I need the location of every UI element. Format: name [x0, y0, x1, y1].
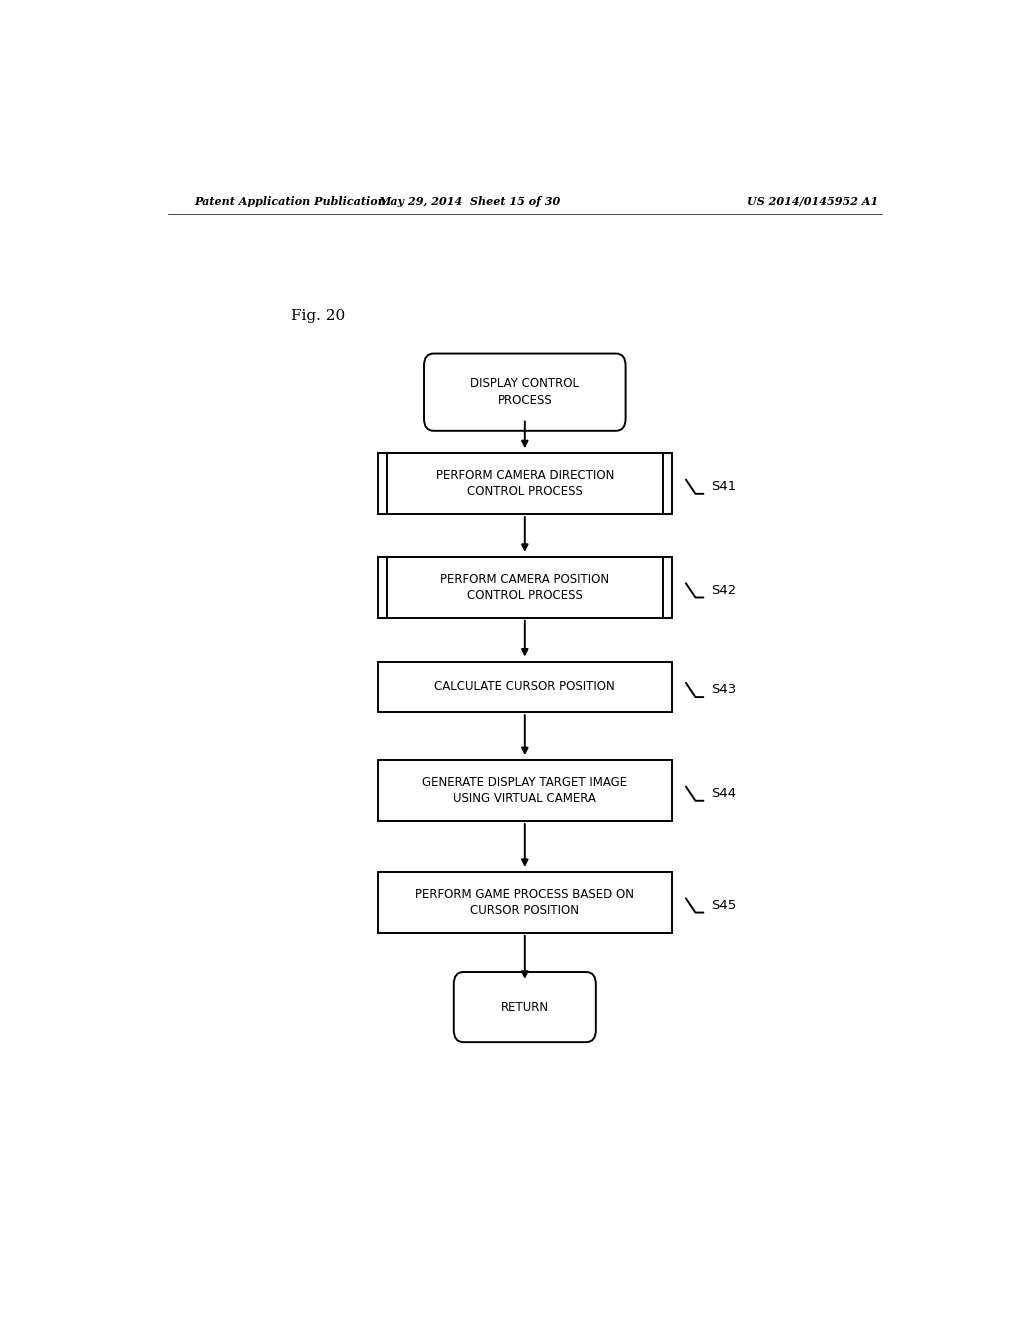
Bar: [378, 760, 672, 821]
Text: PERFORM CAMERA DIRECTION
CONTROL PROCESS: PERFORM CAMERA DIRECTION CONTROL PROCESS: [435, 469, 614, 499]
Text: S44: S44: [712, 787, 736, 800]
Bar: [378, 661, 672, 713]
Bar: [378, 873, 672, 933]
Text: GENERATE DISPLAY TARGET IMAGE
USING VIRTUAL CAMERA: GENERATE DISPLAY TARGET IMAGE USING VIRT…: [422, 776, 628, 805]
Text: S42: S42: [712, 583, 736, 597]
Text: US 2014/0145952 A1: US 2014/0145952 A1: [748, 195, 879, 207]
Text: S43: S43: [712, 684, 736, 697]
Text: S41: S41: [712, 480, 736, 494]
Text: CALCULATE CURSOR POSITION: CALCULATE CURSOR POSITION: [434, 680, 615, 693]
Text: Fig. 20: Fig. 20: [291, 309, 345, 323]
Text: Patent Application Publication: Patent Application Publication: [194, 195, 386, 207]
Text: DISPLAY CONTROL
PROCESS: DISPLAY CONTROL PROCESS: [470, 378, 580, 407]
Text: RETURN: RETURN: [501, 1001, 549, 1014]
FancyBboxPatch shape: [454, 972, 596, 1043]
Text: PERFORM CAMERA POSITION
CONTROL PROCESS: PERFORM CAMERA POSITION CONTROL PROCESS: [440, 573, 609, 602]
Bar: [378, 557, 672, 618]
Text: S45: S45: [712, 899, 736, 912]
FancyBboxPatch shape: [424, 354, 626, 430]
Text: PERFORM GAME PROCESS BASED ON
CURSOR POSITION: PERFORM GAME PROCESS BASED ON CURSOR POS…: [416, 887, 634, 917]
Bar: [378, 453, 672, 515]
Text: May 29, 2014  Sheet 15 of 30: May 29, 2014 Sheet 15 of 30: [378, 195, 560, 207]
